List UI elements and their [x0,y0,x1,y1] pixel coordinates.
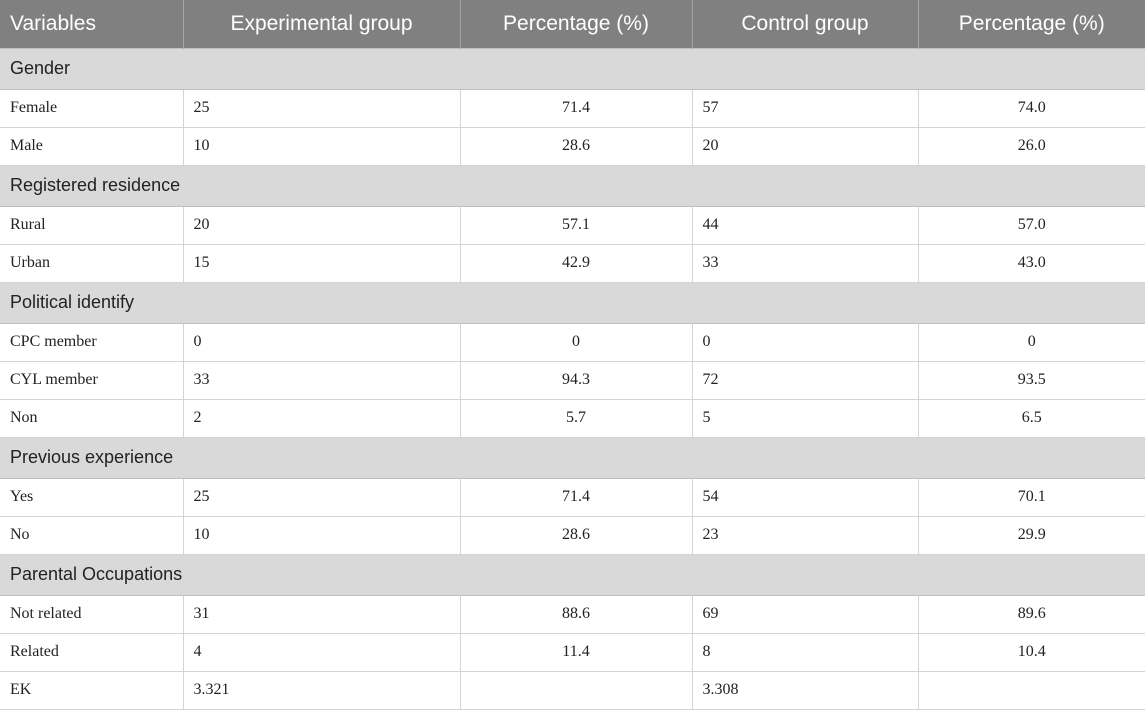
experimental-count: 10 [183,127,461,166]
table-row: Male 10 28.6 20 26.0 [0,127,1145,166]
experimental-percentage: 71.4 [460,478,693,517]
table-row: Female 25 71.4 57 74.0 [0,89,1145,128]
experimental-percentage: 57.1 [460,206,693,245]
experimental-percentage: 0 [460,323,693,362]
section-title: Previous experience [0,436,1145,479]
experimental-count: 31 [183,595,461,634]
table-row: Urban 15 42.9 33 43.0 [0,244,1145,283]
control-percentage: 89.6 [918,595,1145,634]
section-row-political-identify: Political identify [0,281,1145,324]
table-row: Related 4 11.4 8 10.4 [0,633,1145,672]
control-count: 44 [692,206,919,245]
section-title: Registered residence [0,164,1145,207]
row-label: Urban [0,244,184,283]
row-label: Rural [0,206,184,245]
experimental-percentage: 28.6 [460,516,693,555]
control-count: 72 [692,361,919,400]
row-label: CYL member [0,361,184,400]
section-row-gender: Gender [0,47,1145,90]
header-experimental-group: Experimental group [183,0,461,48]
experimental-percentage: 11.4 [460,633,693,672]
control-count: 54 [692,478,919,517]
table-row: CYL member 33 94.3 72 93.5 [0,361,1145,400]
control-percentage: 70.1 [918,478,1145,517]
experimental-percentage [460,671,693,710]
experimental-count: 0 [183,323,461,362]
table-row: Not related 31 88.6 69 89.6 [0,595,1145,634]
control-count: 33 [692,244,919,283]
row-label: Related [0,633,184,672]
control-percentage [918,671,1145,710]
control-percentage: 29.9 [918,516,1145,555]
experimental-percentage: 88.6 [460,595,693,634]
table-row: EK 3.321 3.308 [0,671,1145,710]
section-row-parental-occupations: Parental Occupations [0,553,1145,596]
section-row-registered-residence: Registered residence [0,164,1145,207]
control-count: 20 [692,127,919,166]
experimental-percentage: 94.3 [460,361,693,400]
control-percentage: 6.5 [918,399,1145,438]
experimental-count: 33 [183,361,461,400]
table-row: Rural 20 57.1 44 57.0 [0,206,1145,245]
experimental-count: 10 [183,516,461,555]
row-label: Male [0,127,184,166]
table-row: Non 2 5.7 5 6.5 [0,399,1145,438]
experimental-count: 15 [183,244,461,283]
experimental-percentage: 42.9 [460,244,693,283]
experimental-count: 25 [183,478,461,517]
control-count: 69 [692,595,919,634]
header-control-percentage: Percentage (%) [918,0,1145,48]
control-count: 3.308 [692,671,919,710]
experimental-percentage: 71.4 [460,89,693,128]
control-percentage: 74.0 [918,89,1145,128]
experimental-count: 25 [183,89,461,128]
control-percentage: 26.0 [918,127,1145,166]
experimental-percentage: 28.6 [460,127,693,166]
row-label: Yes [0,478,184,517]
row-label: CPC member [0,323,184,362]
header-experimental-percentage: Percentage (%) [460,0,693,48]
control-count: 5 [692,399,919,438]
table-row: CPC member 0 0 0 0 [0,323,1145,362]
control-count: 23 [692,516,919,555]
row-label: Non [0,399,184,438]
experimental-percentage: 5.7 [460,399,693,438]
experimental-count: 2 [183,399,461,438]
row-label: No [0,516,184,555]
control-count: 8 [692,633,919,672]
table-row: No 10 28.6 23 29.9 [0,516,1145,555]
control-percentage: 10.4 [918,633,1145,672]
row-label: EK [0,671,184,710]
experimental-count: 4 [183,633,461,672]
table-header-row: Variables Experimental group Percentage … [0,0,1145,48]
table-row: Yes 25 71.4 54 70.1 [0,478,1145,517]
control-count: 57 [692,89,919,128]
control-count: 0 [692,323,919,362]
section-title: Parental Occupations [0,553,1145,596]
header-control-group: Control group [692,0,919,48]
section-title: Political identify [0,281,1145,324]
control-percentage: 93.5 [918,361,1145,400]
control-percentage: 43.0 [918,244,1145,283]
control-percentage: 0 [918,323,1145,362]
experimental-count: 20 [183,206,461,245]
control-percentage: 57.0 [918,206,1145,245]
row-label: Not related [0,595,184,634]
experimental-count: 3.321 [183,671,461,710]
section-row-previous-experience: Previous experience [0,436,1145,479]
row-label: Female [0,89,184,128]
header-variables: Variables [0,0,184,48]
section-title: Gender [0,47,1145,90]
